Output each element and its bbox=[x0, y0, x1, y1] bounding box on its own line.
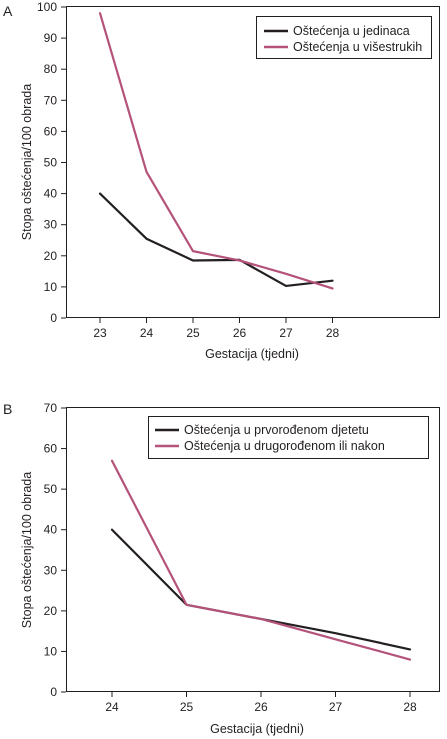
legend-b: Oštećenja u prvorođenom djetetu Oštećenj… bbox=[148, 416, 429, 459]
y-axis-label-b: Stopa oštećenja/100 obrada bbox=[20, 472, 34, 628]
y-tick-label-b-4: 40 bbox=[44, 523, 58, 537]
legend-box-b bbox=[148, 416, 429, 459]
chart-marks-b: 0 10 20 30 40 50 60 70 24 25 26 27 28 bbox=[44, 401, 417, 714]
chart-panel-a: A 0 10 20 30 40 50 60 70 80 90 100 23 24 25 26 27 28 Ges… bbox=[3, 0, 440, 361]
panel-label-a: A bbox=[3, 3, 13, 19]
x-tick-label-b-4: 28 bbox=[403, 700, 417, 714]
y-tick-label-b-0: 0 bbox=[50, 685, 57, 699]
panel-label-b: B bbox=[3, 401, 12, 417]
y-tick-label-a-3: 30 bbox=[44, 218, 58, 232]
x-tick-label-a-3: 26 bbox=[233, 326, 247, 340]
chart-panel-b: B 0 10 20 30 40 50 60 70 24 25 26 27 28 Gestacija (t… bbox=[3, 401, 440, 736]
y-tick-label-b-1: 10 bbox=[44, 644, 58, 658]
legend-a: Oštećenja u jedinaca Oštećenja u višestr… bbox=[256, 16, 432, 59]
plot-frame-b bbox=[66, 407, 440, 692]
x-tick-label-a-5: 28 bbox=[326, 326, 340, 340]
y-tick-label-b-6: 60 bbox=[44, 442, 58, 456]
x-axis-label-b: Gestacija (tjedni) bbox=[210, 722, 304, 736]
y-tick-label-a-4: 40 bbox=[44, 187, 58, 201]
x-tick-label-a-2: 25 bbox=[186, 326, 200, 340]
y-tick-label-b-2: 20 bbox=[44, 604, 58, 618]
series-line-a-0 bbox=[98, 192, 334, 288]
y-tick-label-b-7: 70 bbox=[44, 401, 58, 415]
y-tick-label-a-5: 50 bbox=[44, 156, 58, 170]
x-tick-label-a-0: 23 bbox=[93, 326, 107, 340]
x-tick-label-b-0: 24 bbox=[105, 700, 119, 714]
y-tick-label-a-10: 100 bbox=[37, 0, 57, 14]
y-tick-label-b-5: 50 bbox=[44, 482, 58, 496]
series-line-b-1 bbox=[110, 459, 412, 661]
series-line-a-1 bbox=[98, 12, 334, 290]
legend-entry-a-1: Oštećenja u višestrukih bbox=[293, 40, 422, 54]
y-tick-label-a-0: 0 bbox=[50, 311, 57, 325]
y-tick-label-a-2: 20 bbox=[44, 249, 58, 263]
x-tick-label-b-2: 26 bbox=[254, 700, 268, 714]
y-tick-label-a-6: 60 bbox=[44, 124, 58, 138]
x-tick-label-b-3: 27 bbox=[329, 700, 343, 714]
y-tick-label-b-3: 30 bbox=[44, 563, 58, 577]
y-tick-label-a-1: 10 bbox=[44, 280, 58, 294]
x-axis-label-a: Gestacija (tjedni) bbox=[205, 347, 299, 361]
x-tick-label-a-1: 24 bbox=[140, 326, 154, 340]
y-tick-label-a-8: 80 bbox=[44, 62, 58, 76]
x-tick-label-a-4: 27 bbox=[279, 326, 293, 340]
legend-entry-b-1: Oštećenja u drugorođenom ili nakon bbox=[184, 439, 385, 453]
y-tick-label-a-9: 90 bbox=[44, 31, 58, 45]
chart-marks-a: 0 10 20 30 40 50 60 70 80 90 100 23 24 25 26 27 28 bbox=[37, 0, 340, 340]
legend-entry-a-0: Oštećenja u jedinaca bbox=[293, 24, 410, 38]
legend-entry-b-0: Oštećenja u prvorođenom djetetu bbox=[184, 423, 369, 437]
x-tick-label-b-1: 25 bbox=[180, 700, 194, 714]
legend-box-a bbox=[256, 16, 432, 59]
y-axis-label-a: Stopa oštećenja/100 obrada bbox=[20, 84, 34, 240]
y-tick-label-a-7: 70 bbox=[44, 93, 58, 107]
plot-frame-a bbox=[66, 6, 440, 318]
